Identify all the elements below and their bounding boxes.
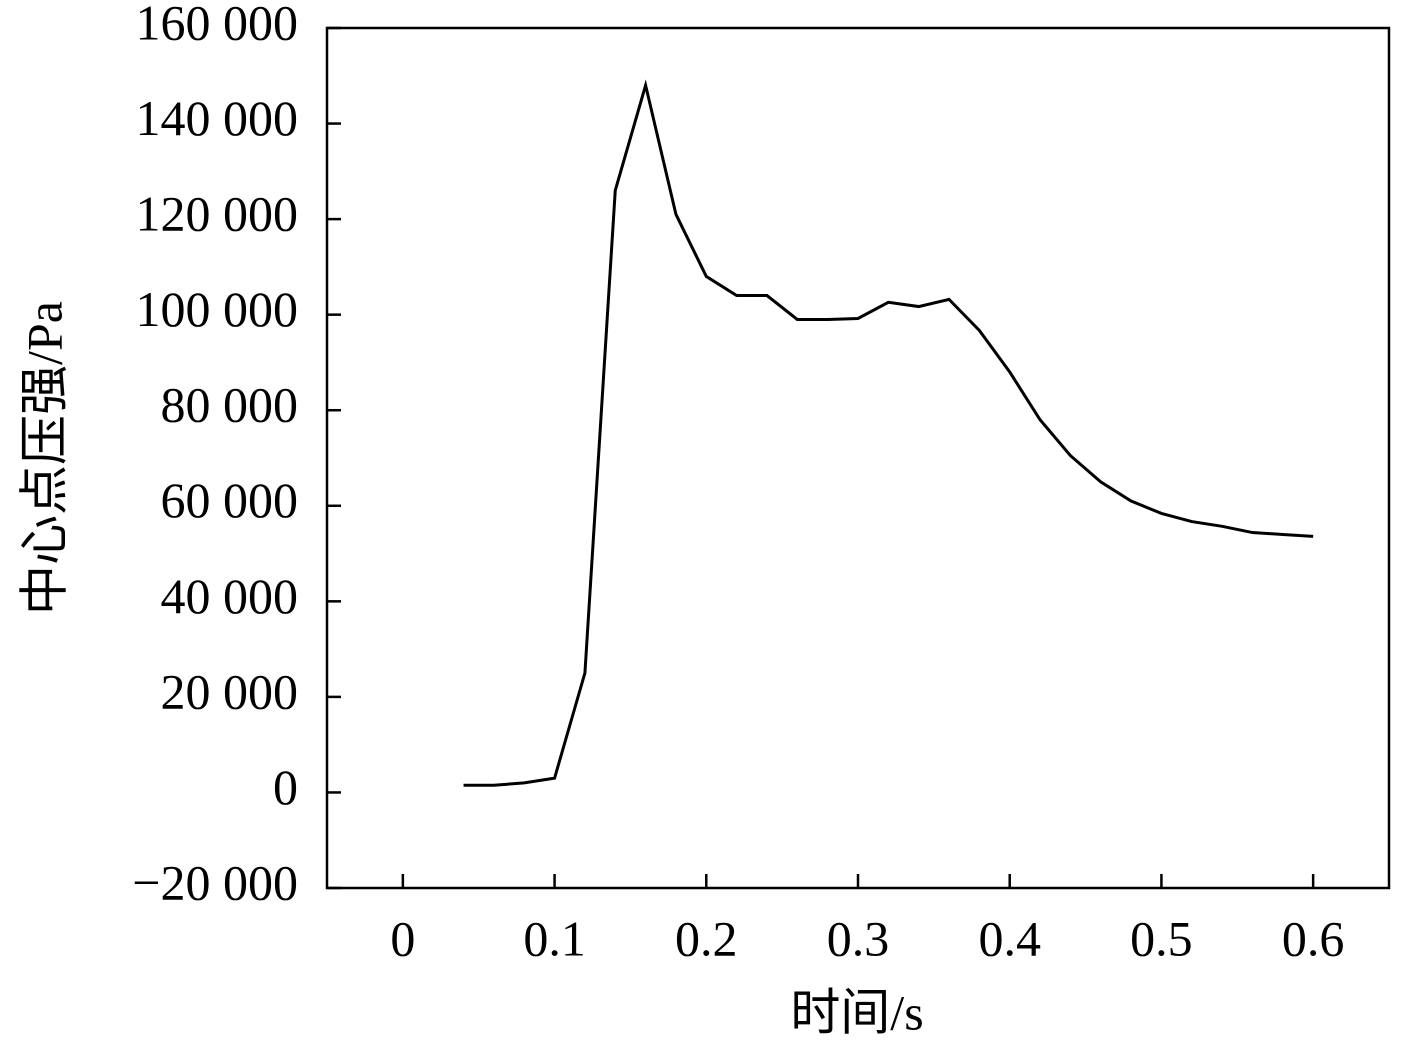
y-tick-label: 60 000 <box>161 472 299 528</box>
x-tick-label: 0.2 <box>675 910 738 966</box>
x-tick-label: 0.6 <box>1282 910 1345 966</box>
plot-frame <box>325 26 1391 890</box>
data-line <box>463 79 1314 787</box>
y-tick-label: 160 000 <box>136 0 299 50</box>
y-tick-label: 20 000 <box>161 663 299 719</box>
x-tick-label: 0.3 <box>827 910 890 966</box>
x-tick-label: 0.5 <box>1130 910 1193 966</box>
x-tick-label: 0.4 <box>978 910 1041 966</box>
y-tick-label: 80 000 <box>161 377 299 433</box>
x-tick-label: 0 <box>390 910 415 966</box>
x-tick-label: 0.1 <box>523 910 586 966</box>
y-tick-label: 40 000 <box>161 568 299 624</box>
y-tick-label: 140 000 <box>136 90 299 146</box>
y-axis-label: 中心点压强/Pa <box>16 301 72 615</box>
y-tick-label: −20 000 <box>132 854 298 910</box>
y-tick-label: 0 <box>273 759 298 815</box>
x-axis-label: 时间/s <box>790 984 923 1040</box>
y-tick-label: 100 000 <box>136 281 299 337</box>
y-tick-label: 120 000 <box>136 186 299 242</box>
